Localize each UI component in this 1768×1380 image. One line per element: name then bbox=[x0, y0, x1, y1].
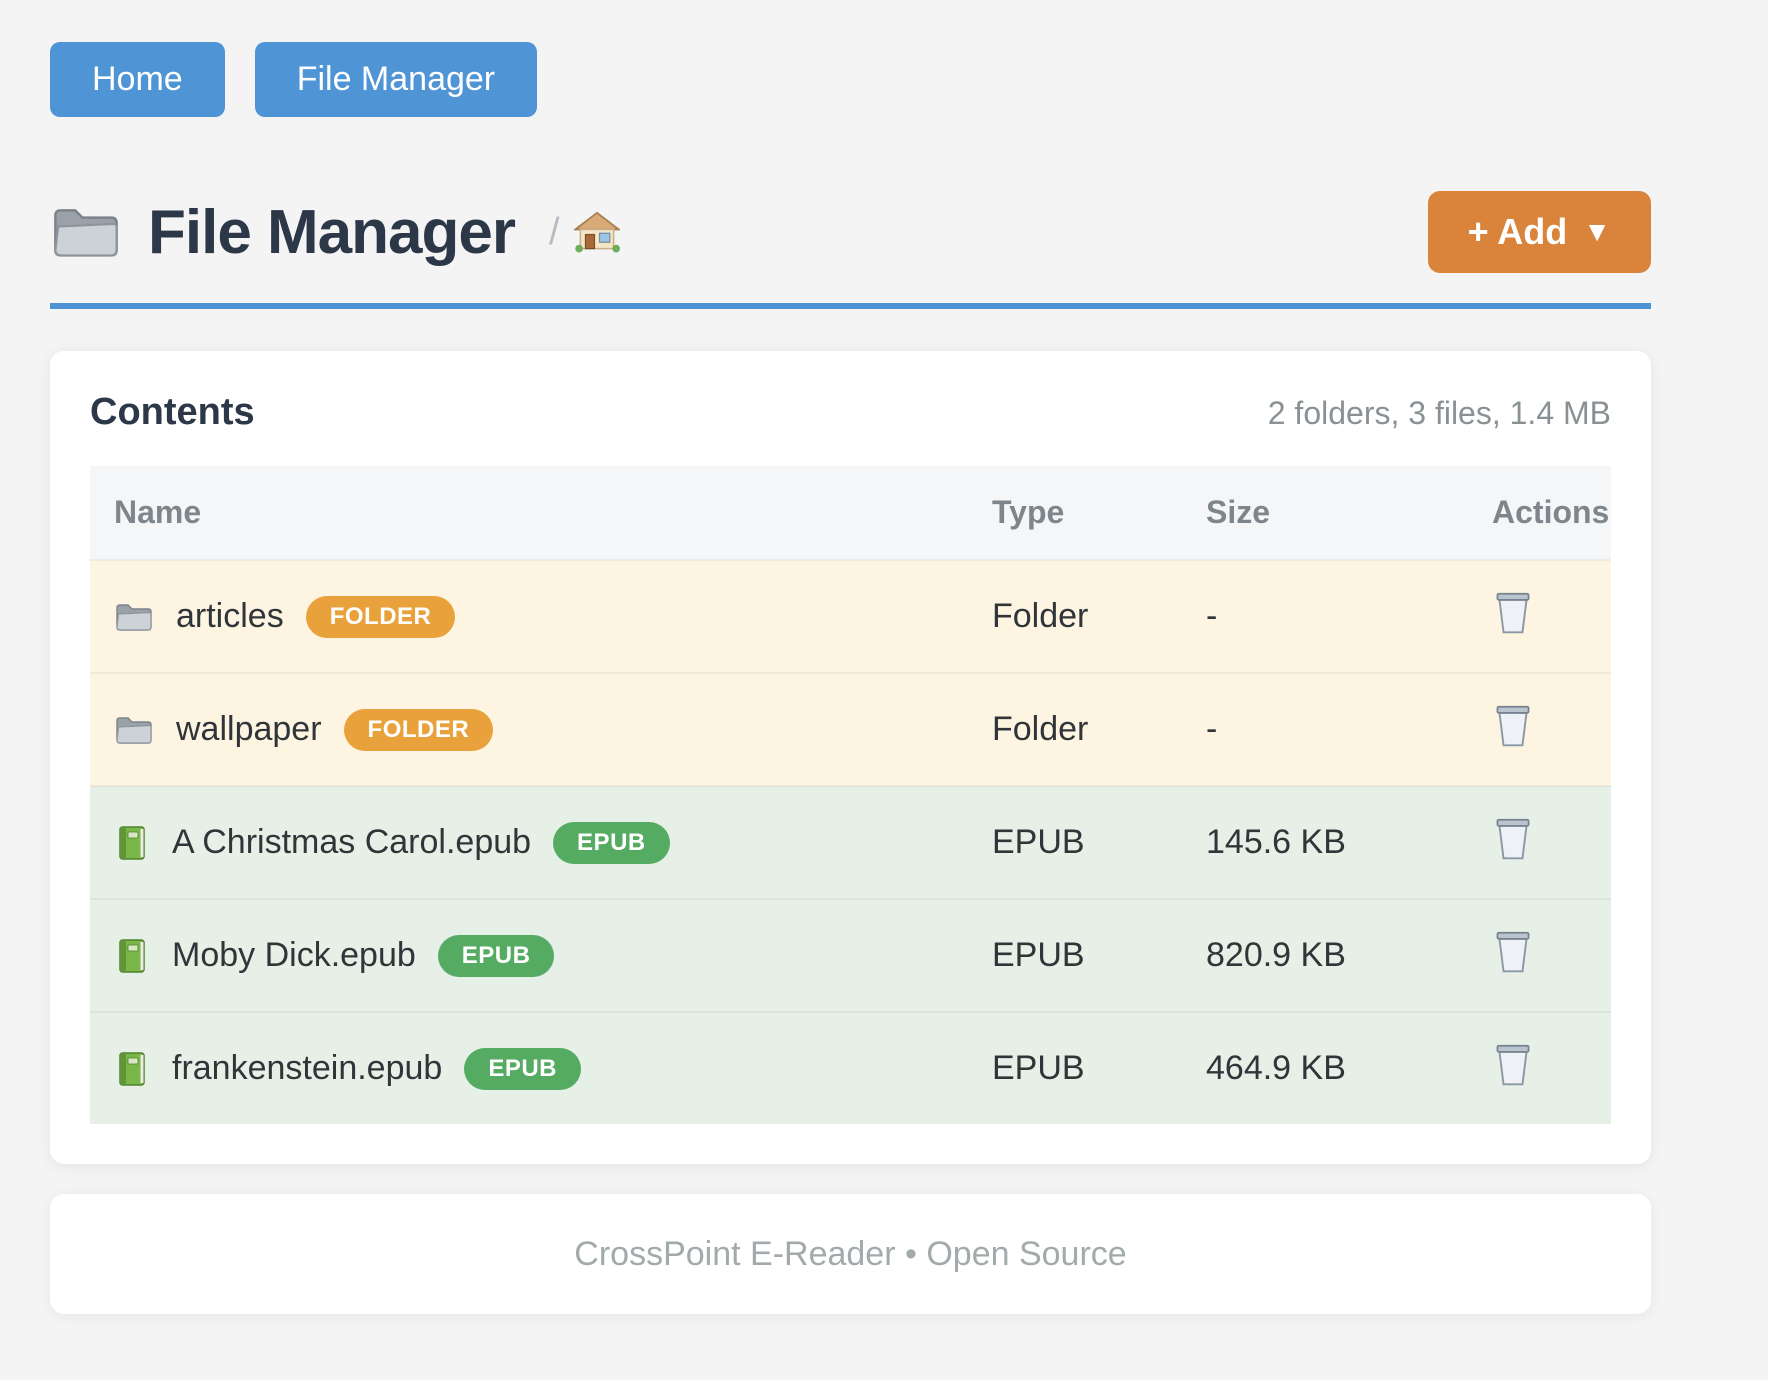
trash-icon bbox=[1492, 702, 1534, 748]
item-type: Folder bbox=[968, 672, 1182, 787]
chevron-down-icon: ▼ bbox=[1583, 216, 1611, 248]
title-divider bbox=[50, 303, 1651, 310]
contents-title: Contents bbox=[90, 391, 255, 434]
contents-summary: 2 folders, 3 files, 1.4 MB bbox=[1267, 395, 1611, 432]
breadcrumb-separator: / bbox=[549, 210, 560, 253]
item-size: - bbox=[1182, 672, 1468, 787]
type-badge: FOLDER bbox=[305, 595, 456, 638]
type-badge: EPUB bbox=[464, 1047, 581, 1090]
item-type: EPUB bbox=[968, 1011, 1182, 1125]
add-button-label: + Add bbox=[1467, 211, 1568, 253]
item-type: EPUB bbox=[968, 785, 1182, 900]
folder-icon bbox=[50, 203, 122, 261]
file-link[interactable]: Moby Dick.epub EPUB bbox=[114, 934, 944, 977]
trash-icon bbox=[1492, 1041, 1534, 1087]
table-row: Moby Dick.epub EPUB EPUB 820.9 KB bbox=[90, 898, 1611, 1013]
page-title: File Manager bbox=[148, 197, 516, 267]
item-name[interactable]: A Christmas Carol.epub bbox=[172, 823, 532, 862]
contents-card-header: Contents 2 folders, 3 files, 1.4 MB bbox=[90, 391, 1611, 434]
file-table: Name Type Size Actions articles FOLDER F… bbox=[90, 466, 1611, 1125]
trash-icon bbox=[1492, 928, 1534, 974]
breadcrumb: / bbox=[549, 210, 620, 254]
file-manager-button[interactable]: File Manager bbox=[254, 42, 538, 118]
item-name[interactable]: frankenstein.epub bbox=[172, 1049, 443, 1088]
delete-button[interactable] bbox=[1492, 1041, 1534, 1087]
book-icon bbox=[114, 1050, 150, 1088]
home-button[interactable]: Home bbox=[50, 42, 225, 118]
add-button[interactable]: + Add ▼ bbox=[1427, 191, 1651, 274]
table-row: A Christmas Carol.epub EPUB EPUB 145.6 K… bbox=[90, 785, 1611, 900]
item-type: Folder bbox=[968, 559, 1182, 674]
type-badge: FOLDER bbox=[343, 708, 494, 751]
column-header-size: Size bbox=[1182, 466, 1468, 561]
delete-button[interactable] bbox=[1492, 928, 1534, 974]
type-badge: EPUB bbox=[553, 821, 670, 864]
page-container: Home File Manager File Manager / + Add ▼… bbox=[50, 0, 1651, 1315]
folder-link[interactable]: wallpaper FOLDER bbox=[114, 708, 944, 751]
footer-text: CrossPoint E-Reader • Open Source bbox=[574, 1234, 1127, 1273]
item-name[interactable]: wallpaper bbox=[176, 710, 322, 749]
book-icon bbox=[114, 937, 150, 975]
delete-button[interactable] bbox=[1492, 815, 1534, 861]
item-size: 820.9 KB bbox=[1182, 898, 1468, 1013]
table-header-row: Name Type Size Actions bbox=[90, 466, 1611, 561]
folder-link[interactable]: articles FOLDER bbox=[114, 595, 944, 638]
contents-card: Contents 2 folders, 3 files, 1.4 MB Name… bbox=[50, 351, 1651, 1165]
house-icon[interactable] bbox=[574, 210, 620, 254]
item-name[interactable]: articles bbox=[176, 597, 284, 636]
file-link[interactable]: frankenstein.epub EPUB bbox=[114, 1047, 944, 1090]
top-nav: Home File Manager bbox=[50, 42, 1651, 118]
footer: CrossPoint E-Reader • Open Source bbox=[50, 1194, 1651, 1315]
table-row: frankenstein.epub EPUB EPUB 464.9 KB bbox=[90, 1011, 1611, 1125]
page-header: File Manager / + Add ▼ bbox=[50, 191, 1651, 274]
item-size: 145.6 KB bbox=[1182, 785, 1468, 900]
file-link[interactable]: A Christmas Carol.epub EPUB bbox=[114, 821, 944, 864]
folder-icon bbox=[114, 600, 154, 634]
item-size: 464.9 KB bbox=[1182, 1011, 1468, 1125]
item-name[interactable]: Moby Dick.epub bbox=[172, 936, 416, 975]
delete-button[interactable] bbox=[1492, 589, 1534, 635]
type-badge: EPUB bbox=[437, 934, 555, 977]
table-row: articles FOLDER Folder - bbox=[90, 559, 1611, 674]
item-size: - bbox=[1182, 559, 1468, 674]
folder-icon bbox=[114, 713, 154, 747]
delete-button[interactable] bbox=[1492, 702, 1534, 748]
book-icon bbox=[114, 824, 150, 862]
column-header-name: Name bbox=[90, 466, 968, 561]
item-type: EPUB bbox=[968, 898, 1182, 1013]
trash-icon bbox=[1492, 815, 1534, 861]
table-row: wallpaper FOLDER Folder - bbox=[90, 672, 1611, 787]
column-header-actions: Actions bbox=[1468, 466, 1611, 561]
trash-icon bbox=[1492, 589, 1534, 635]
column-header-type: Type bbox=[968, 466, 1182, 561]
